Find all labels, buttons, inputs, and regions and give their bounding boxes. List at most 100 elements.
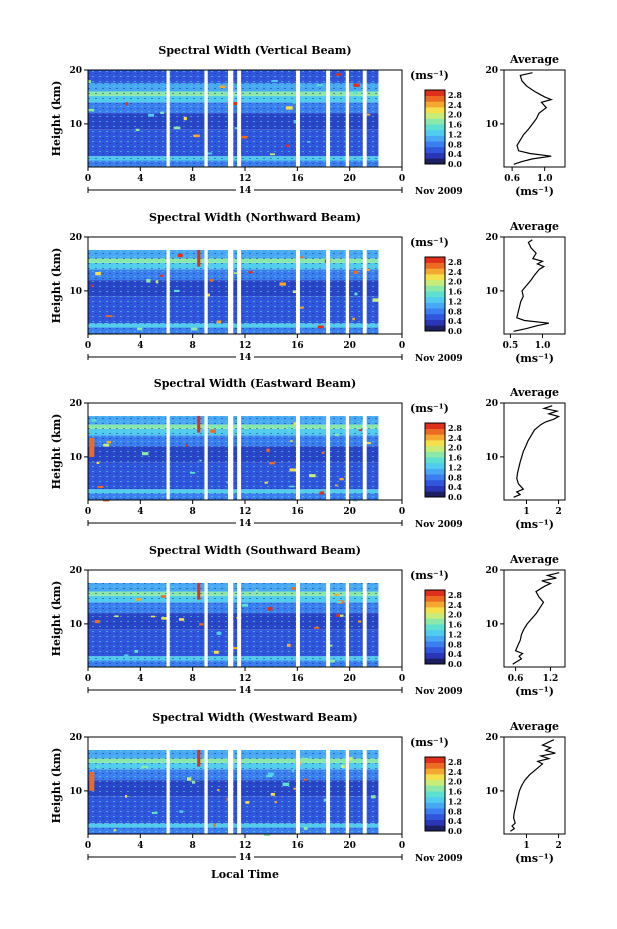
heatmap-cell — [205, 152, 213, 155]
heatmap-cell — [114, 615, 119, 618]
colorbar-swatch — [425, 791, 445, 798]
colorbar-swatch — [425, 302, 445, 309]
x-tick-label: 8 — [190, 507, 196, 517]
colorbar-swatch — [425, 457, 445, 464]
colorbar-swatch — [425, 757, 445, 763]
y-tick-label: 20 — [69, 566, 82, 576]
colorbar-swatch — [425, 808, 445, 815]
data-gap — [362, 736, 367, 835]
heatmap-cell — [160, 595, 167, 598]
colorbar-swatch — [425, 296, 445, 303]
heatmap-cell — [300, 757, 308, 762]
x-tick-label: 16 — [291, 174, 304, 184]
heatmap-cell — [219, 85, 225, 89]
y-tick-label: 10 — [69, 453, 82, 463]
heatmap-cell — [245, 801, 250, 804]
data-gap — [326, 736, 331, 835]
data-gap — [227, 736, 234, 835]
colorbar-swatch — [425, 445, 445, 452]
heatmap-cell — [358, 620, 362, 623]
data-gap — [362, 69, 367, 168]
day-label: 14 — [239, 686, 252, 696]
data-gap — [166, 236, 170, 335]
data-gap — [88, 737, 402, 750]
x-tick-label: 20 — [343, 674, 356, 684]
data-gap — [227, 569, 234, 668]
data-gap — [362, 236, 367, 335]
profile-y-tick-label: 10 — [485, 620, 498, 630]
colorbar-swatch — [425, 819, 445, 826]
heatmap-cell — [197, 238, 201, 267]
colorbar-swatch — [425, 274, 445, 281]
heatmap-cell — [125, 102, 128, 106]
y-axis-label: Height (km) — [50, 748, 63, 824]
colorbar-swatch — [425, 629, 445, 636]
colorbar-swatch — [425, 158, 445, 165]
data-gap — [227, 69, 234, 168]
colorbar-tick-label: 0.0 — [448, 326, 462, 336]
data-gap — [204, 402, 208, 501]
heatmap-cell — [353, 270, 359, 274]
colorbar-swatch — [425, 95, 445, 102]
heatmap-cell — [91, 419, 97, 422]
heatmap-cell — [103, 443, 110, 447]
colorbar-swatch — [425, 112, 445, 119]
colorbar-tick-label: 2.0 — [448, 443, 462, 453]
x-tick-label: 20 — [343, 507, 356, 517]
heatmap-cell — [274, 801, 277, 804]
colorbar-unit: (ms⁻¹) — [410, 402, 449, 415]
heatmap-cell — [292, 290, 300, 294]
colorbar-tick-label: 2.8 — [448, 90, 462, 100]
data-gap — [326, 236, 331, 335]
profile-y-tick-label: 20 — [485, 233, 498, 243]
heatmap-cell — [197, 404, 201, 433]
data-gap — [88, 570, 402, 583]
colorbar-swatch — [425, 785, 445, 792]
heatmap-cell — [191, 780, 196, 784]
profile-x-tick-label: 0.5 — [503, 341, 519, 351]
heatmap-cell — [354, 292, 358, 296]
heatmap-cell — [103, 499, 110, 502]
colorbar-swatch — [425, 762, 445, 769]
colorbar-swatch — [425, 268, 445, 275]
data-gap — [166, 402, 170, 501]
profile-line — [513, 405, 561, 498]
colorbar-tick-label: 0.4 — [448, 816, 462, 826]
heatmap-cell — [199, 459, 202, 462]
heatmap-cell — [329, 644, 333, 647]
profile-y-tick-label: 20 — [485, 733, 498, 743]
data-gap — [296, 736, 300, 835]
colorbar-tick-label: 1.2 — [448, 129, 462, 139]
colorbar-swatch — [425, 479, 445, 486]
heatmap-cell — [361, 422, 364, 425]
colorbar-tick-label: 0.0 — [448, 492, 462, 502]
heatmap-cell — [177, 253, 183, 258]
data-gap — [227, 402, 234, 501]
day-label-bg — [236, 852, 254, 861]
colorbar-swatch — [425, 491, 445, 498]
heatmap-cell — [160, 111, 164, 114]
heatmap-cell — [113, 829, 117, 832]
day-label-bg — [236, 185, 254, 194]
day-label-bg — [236, 685, 254, 694]
heatmap-cell — [248, 271, 253, 274]
heatmap-cell — [317, 599, 321, 602]
data-gap — [326, 69, 331, 168]
colorbar-tick-label: 1.6 — [448, 787, 462, 797]
colorbar-swatch — [425, 107, 445, 114]
heatmap-cell — [319, 491, 325, 495]
data-gap — [296, 236, 300, 335]
colorbar-swatch — [425, 313, 445, 320]
heatmap-cell — [339, 477, 344, 481]
heatmap-cell — [161, 617, 168, 620]
heatmap-cell — [97, 485, 104, 488]
heatmap-cell — [210, 429, 216, 433]
heatmap-cell — [255, 589, 258, 593]
colorbar-swatch — [425, 624, 445, 631]
profile-x-tick-label: 1 — [523, 841, 529, 851]
colorbar-tick-label: 2.4 — [448, 600, 462, 610]
data-gap — [345, 236, 350, 335]
panel-1: Spectral Width (Vertical Beam) 20 10 Height… — [50, 44, 566, 198]
colorbar-swatch — [425, 434, 445, 441]
colorbar-swatch — [425, 641, 445, 648]
